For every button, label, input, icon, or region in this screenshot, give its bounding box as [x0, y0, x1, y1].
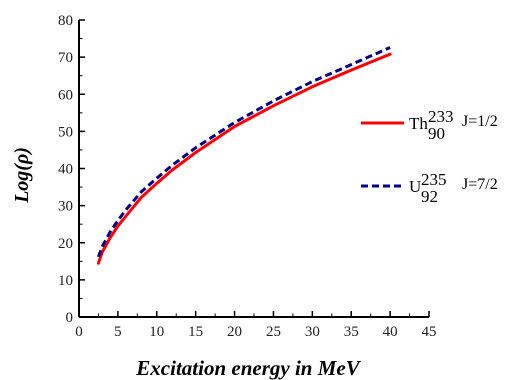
y-tick-label: 30	[58, 199, 73, 215]
y-tick-label: 20	[58, 236, 73, 252]
legend-mass-0: 233	[428, 107, 454, 126]
legend-spin-1: J=7/2	[462, 176, 498, 193]
x-tick-label: 30	[305, 324, 320, 340]
x-tick-label: 20	[227, 324, 242, 340]
y-tick-label: 10	[58, 273, 73, 289]
legend-spin-0: J=1/2	[462, 113, 498, 130]
y-tick-label: 0	[66, 310, 74, 326]
y-tick-label: 50	[58, 124, 73, 140]
series-line-1	[96, 46, 391, 258]
legend-mass-1: 235	[421, 170, 447, 189]
y-tick-label: 60	[58, 87, 73, 103]
legend-element-1: U	[409, 177, 421, 196]
legend-atomic-1: 92	[421, 187, 438, 206]
x-axis-title: Excitation energy in MeV	[135, 356, 361, 380]
x-tick-label: 45	[422, 324, 437, 340]
x-tick-label: 35	[344, 324, 359, 340]
y-axis-title: Log(ρ)	[11, 147, 33, 204]
axes: 0 10 20 30 40 50 60 70 80 0 5 10 15 20 25 30 35 40 45	[58, 13, 437, 340]
series-layer	[96, 46, 392, 265]
y-tick-label: 40	[58, 162, 73, 178]
x-tick-label: 10	[149, 324, 164, 340]
legend-element-0: Th	[409, 114, 428, 133]
legend-atomic-0: 90	[428, 124, 445, 143]
x-tick-label: 5	[114, 324, 122, 340]
x-tick-label: 0	[75, 324, 83, 340]
x-tick-label: 40	[383, 324, 398, 340]
series-line-0	[96, 52, 392, 265]
x-tick-label: 25	[266, 324, 281, 340]
y-tick-label: 80	[58, 13, 73, 29]
x-tick-label: 15	[188, 324, 203, 340]
y-tick-label: 70	[58, 50, 73, 66]
